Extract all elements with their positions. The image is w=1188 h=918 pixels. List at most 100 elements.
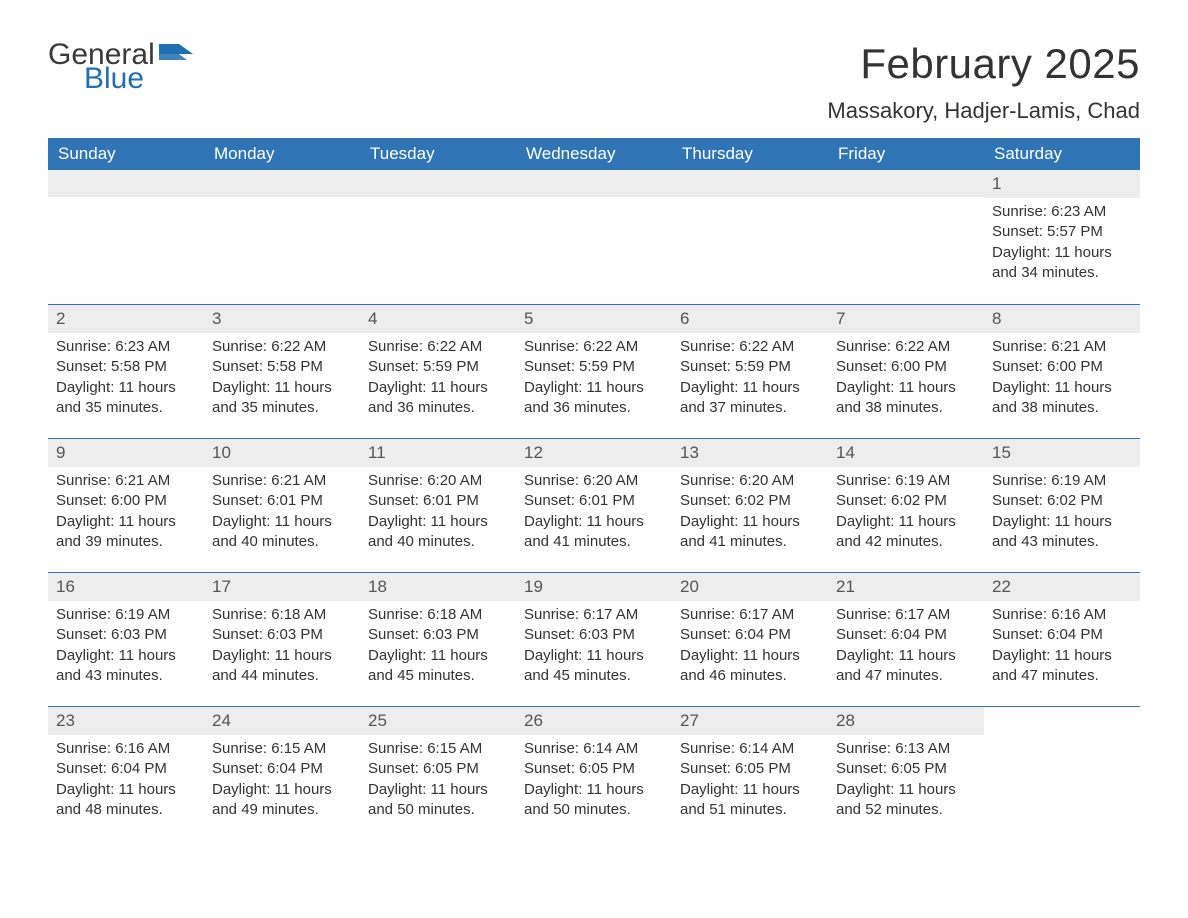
day-number: 9 bbox=[48, 439, 204, 467]
brand-logo: General Blue bbox=[48, 40, 197, 94]
day-number: 25 bbox=[360, 707, 516, 735]
sunrise-text: Sunrise: 6:14 AM bbox=[680, 739, 820, 759]
sunrise-text: Sunrise: 6:18 AM bbox=[212, 605, 352, 625]
day-cell: 26 Sunrise: 6:14 AMSunset: 6:05 PMDayligh… bbox=[516, 707, 672, 826]
day-body: Sunrise: 6:16 AMSunset: 6:04 PMDaylight:… bbox=[48, 735, 204, 820]
week-row: 16Sunrise: 6:19 AMSunset: 6:03 PMDayligh… bbox=[48, 572, 1140, 706]
sunset-text: Sunset: 6:01 PM bbox=[524, 491, 664, 511]
day-cell: 11Sunrise: 6:20 AMSunset: 6:01 PMDayligh… bbox=[360, 439, 516, 558]
sunrise-text: Sunrise: 6:22 AM bbox=[680, 337, 820, 357]
day-cell bbox=[204, 170, 360, 290]
day-body: Sunrise: 6:23 AMSunset: 5:57 PMDaylight:… bbox=[984, 198, 1140, 283]
daylight-text: Daylight: 11 hours and 47 minutes. bbox=[992, 646, 1132, 687]
day-cell bbox=[48, 170, 204, 290]
daylight-text: Daylight: 11 hours and 36 minutes. bbox=[368, 378, 508, 419]
day-cell: 14 Sunrise: 6:19 AMSunset: 6:02 PMDayligh… bbox=[828, 439, 984, 558]
day-number: 23 bbox=[48, 707, 204, 735]
day-number: 14 bbox=[828, 439, 984, 467]
sunrise-text: Sunrise: 6:23 AM bbox=[56, 337, 196, 357]
daylight-text: Daylight: 11 hours and 39 minutes. bbox=[56, 512, 196, 553]
day-number: 20 bbox=[672, 573, 828, 601]
day-body: Sunrise: 6:21 AMSunset: 6:01 PMDaylight:… bbox=[204, 467, 360, 552]
sunrise-text: Sunrise: 6:15 AM bbox=[212, 739, 352, 759]
day-number: 28 bbox=[828, 707, 984, 735]
day-body: Sunrise: 6:22 AMSunset: 5:59 PMDaylight:… bbox=[516, 333, 672, 418]
day-cell: 24Sunrise: 6:15 AMSunset: 6:04 PMDayligh… bbox=[204, 707, 360, 826]
sunrise-text: Sunrise: 6:16 AM bbox=[56, 739, 196, 759]
sunset-text: Sunset: 6:05 PM bbox=[524, 759, 664, 779]
daylight-text: Daylight: 11 hours and 40 minutes. bbox=[212, 512, 352, 553]
daylight-text: Daylight: 11 hours and 42 minutes. bbox=[836, 512, 976, 553]
day-body: Sunrise: 6:19 AMSunset: 6:03 PMDaylight:… bbox=[48, 601, 204, 686]
sunset-text: Sunset: 5:58 PM bbox=[56, 357, 196, 377]
day-number bbox=[984, 707, 1140, 734]
day-number: 16 bbox=[48, 573, 204, 601]
day-number bbox=[360, 170, 516, 197]
sunrise-text: Sunrise: 6:19 AM bbox=[836, 471, 976, 491]
day-body: Sunrise: 6:17 AMSunset: 6:04 PMDaylight:… bbox=[672, 601, 828, 686]
sunrise-text: Sunrise: 6:20 AM bbox=[524, 471, 664, 491]
sunrise-text: Sunrise: 6:19 AM bbox=[56, 605, 196, 625]
daylight-text: Daylight: 11 hours and 43 minutes. bbox=[992, 512, 1132, 553]
day-body: Sunrise: 6:22 AMSunset: 5:59 PMDaylight:… bbox=[360, 333, 516, 418]
sunset-text: Sunset: 6:02 PM bbox=[836, 491, 976, 511]
day-cell: 6Sunrise: 6:22 AMSunset: 5:59 PMDaylight… bbox=[672, 305, 828, 424]
day-body: Sunrise: 6:15 AMSunset: 6:05 PMDaylight:… bbox=[360, 735, 516, 820]
week-row: 1Sunrise: 6:23 AMSunset: 5:57 PMDaylight… bbox=[48, 170, 1140, 304]
sunset-text: Sunset: 6:00 PM bbox=[992, 357, 1132, 377]
day-cell: 7Sunrise: 6:22 AMSunset: 6:00 PMDaylight… bbox=[828, 305, 984, 424]
sunrise-text: Sunrise: 6:22 AM bbox=[836, 337, 976, 357]
sunrise-text: Sunrise: 6:14 AM bbox=[524, 739, 664, 759]
sunset-text: Sunset: 6:03 PM bbox=[56, 625, 196, 645]
daylight-text: Daylight: 11 hours and 41 minutes. bbox=[524, 512, 664, 553]
day-cell: 28Sunrise: 6:13 AMSunset: 6:05 PMDayligh… bbox=[828, 707, 984, 826]
day-body: Sunrise: 6:22 AMSunset: 5:58 PMDaylight:… bbox=[204, 333, 360, 418]
sunset-text: Sunset: 6:05 PM bbox=[368, 759, 508, 779]
sunrise-text: Sunrise: 6:21 AM bbox=[992, 337, 1132, 357]
day-body: Sunrise: 6:13 AMSunset: 6:05 PMDaylight:… bbox=[828, 735, 984, 820]
day-cell: 12Sunrise: 6:20 AMSunset: 6:01 PMDayligh… bbox=[516, 439, 672, 558]
day-number: 4 bbox=[360, 305, 516, 333]
day-body: Sunrise: 6:16 AMSunset: 6:04 PMDaylight:… bbox=[984, 601, 1140, 686]
weeks-container: 1Sunrise: 6:23 AMSunset: 5:57 PMDaylight… bbox=[48, 170, 1140, 840]
daylight-text: Daylight: 11 hours and 48 minutes. bbox=[56, 780, 196, 821]
day-cell: 10Sunrise: 6:21 AMSunset: 6:01 PMDayligh… bbox=[204, 439, 360, 558]
day-number bbox=[516, 170, 672, 197]
sunset-text: Sunset: 6:03 PM bbox=[524, 625, 664, 645]
day-number: 26 bbox=[516, 707, 672, 735]
day-number: 19 bbox=[516, 573, 672, 601]
sunrise-text: Sunrise: 6:21 AM bbox=[212, 471, 352, 491]
day-body: Sunrise: 6:20 AMSunset: 6:01 PMDaylight:… bbox=[516, 467, 672, 552]
day-number: 2 bbox=[48, 305, 204, 333]
daylight-text: Daylight: 11 hours and 37 minutes. bbox=[680, 378, 820, 419]
day-number: 6 bbox=[672, 305, 828, 333]
day-body: Sunrise: 6:21 AMSunset: 6:00 PMDaylight:… bbox=[984, 333, 1140, 418]
day-cell bbox=[516, 170, 672, 290]
day-cell: 27Sunrise: 6:14 AMSunset: 6:05 PMDayligh… bbox=[672, 707, 828, 826]
daylight-text: Daylight: 11 hours and 50 minutes. bbox=[368, 780, 508, 821]
sunrise-text: Sunrise: 6:22 AM bbox=[524, 337, 664, 357]
daylight-text: Daylight: 11 hours and 35 minutes. bbox=[212, 378, 352, 419]
sunrise-text: Sunrise: 6:16 AM bbox=[992, 605, 1132, 625]
calendar: Sunday Monday Tuesday Wednesday Thursday… bbox=[48, 138, 1140, 840]
day-cell: 23Sunrise: 6:16 AMSunset: 6:04 PMDayligh… bbox=[48, 707, 204, 826]
sunrise-text: Sunrise: 6:21 AM bbox=[56, 471, 196, 491]
day-number: 10 bbox=[204, 439, 360, 467]
sunrise-text: Sunrise: 6:17 AM bbox=[524, 605, 664, 625]
weekday-header: Friday bbox=[828, 138, 984, 170]
sunset-text: Sunset: 6:04 PM bbox=[680, 625, 820, 645]
weekday-header: Wednesday bbox=[516, 138, 672, 170]
sunset-text: Sunset: 6:04 PM bbox=[212, 759, 352, 779]
sunset-text: Sunset: 6:04 PM bbox=[56, 759, 196, 779]
day-cell: 2Sunrise: 6:23 AMSunset: 5:58 PMDaylight… bbox=[48, 305, 204, 424]
daylight-text: Daylight: 11 hours and 50 minutes. bbox=[524, 780, 664, 821]
day-body: Sunrise: 6:21 AMSunset: 6:00 PMDaylight:… bbox=[48, 467, 204, 552]
day-cell: 8Sunrise: 6:21 AMSunset: 6:00 PMDaylight… bbox=[984, 305, 1140, 424]
daylight-text: Daylight: 11 hours and 43 minutes. bbox=[56, 646, 196, 687]
sunset-text: Sunset: 5:57 PM bbox=[992, 222, 1132, 242]
sunset-text: Sunset: 6:01 PM bbox=[368, 491, 508, 511]
week-row: 2 Sunrise: 6:23 AMSunset: 5:58 PM Daylight… bbox=[48, 304, 1140, 438]
daylight-text: Daylight: 11 hours and 49 minutes. bbox=[212, 780, 352, 821]
day-number: 17 bbox=[204, 573, 360, 601]
day-cell: 13Sunrise: 6:20 AMSunset: 6:02 PMDayligh… bbox=[672, 439, 828, 558]
